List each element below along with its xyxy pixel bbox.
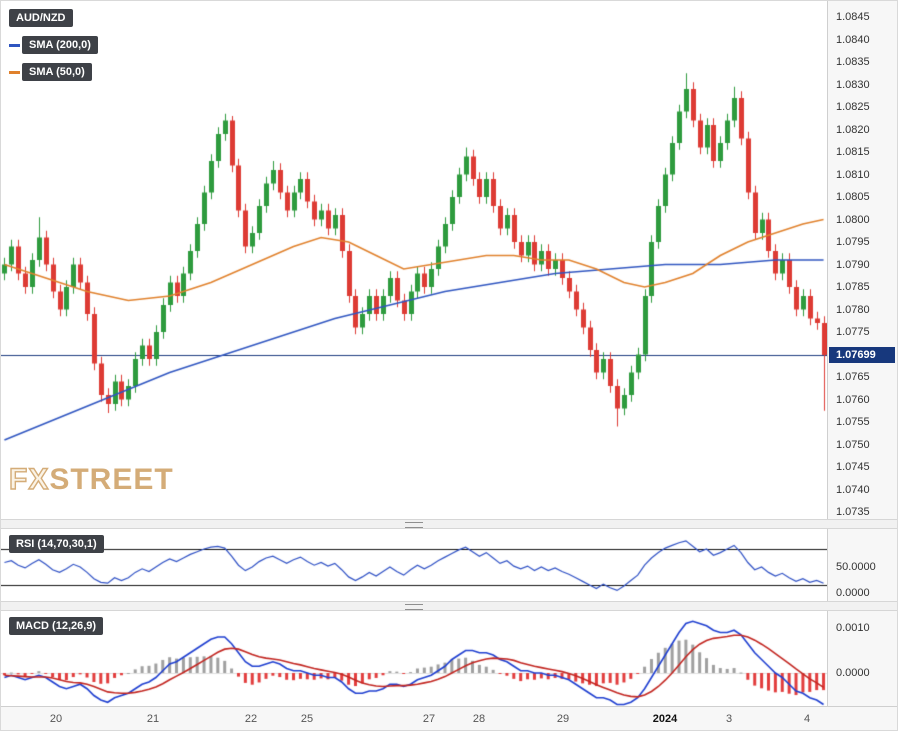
price-axis-label: 1.0825 [836,101,870,113]
rsi-canvas[interactable] [1,529,827,601]
price-axis-label: 1.0745 [836,461,870,473]
rsi-panel: RSI (14,70,30,1) 50.0000 0.0000 [1,529,897,601]
time-axis[interactable]: 20 21 22 25 27 28 29 2024 3 4 [1,706,897,730]
time-axis-label: 29 [556,713,570,725]
last-price-badge: 1.07699 [829,347,895,363]
rsi-badge[interactable]: RSI (14,70,30,1) [9,535,104,553]
price-axis-label: 1.0775 [836,326,870,338]
rsi-legend: RSI (14,70,30,1) [9,534,104,553]
price-axis-labels: 1.0845 1.0840 1.0835 1.0830 1.0825 1.0820 1.08… [828,11,897,518]
price-axis-label: 1.0780 [836,303,870,316]
price-axis-label: 1.0805 [836,191,870,203]
macd-badge[interactable]: MACD (12,26,9) [9,617,104,635]
watermark-fx: FX [8,462,50,496]
legend-row-sma50: SMA (50,0) [9,63,98,81]
time-axis-label: 20 [49,713,63,725]
resize-grip-icon[interactable] [405,604,423,610]
price-axis-label: 1.0740 [836,483,870,496]
rsi-axis-label-mid: 50.0000 [836,561,876,573]
time-axis-label: 27 [422,713,436,725]
price-axis-label: 1.0845 [836,11,870,23]
price-axis-label: 1.0755 [836,416,870,428]
price-axis-label: 1.0750 [836,438,870,451]
price-axis-label: 1.0835 [836,56,870,68]
price-chart-canvas[interactable] [1,1,827,519]
rsi-axis-label-zero: 0.0000 [836,587,870,599]
time-axis-label: 2024 [652,713,678,725]
price-axis-label: 1.0800 [836,213,870,226]
time-axis-label: 28 [472,713,486,725]
symbol-badge[interactable]: AUD/NZD [9,9,73,27]
sma200-badge[interactable]: SMA (200,0) [22,36,98,54]
price-axis-label: 1.0765 [836,371,870,383]
time-axis-label: 22 [244,713,258,725]
legend-row-symbol: AUD/NZD [9,9,98,27]
price-axis-label: 1.0760 [836,393,870,406]
macd-legend: MACD (12,26,9) [9,616,104,635]
legend-row-sma200: SMA (200,0) [9,36,98,54]
sma50-badge[interactable]: SMA (50,0) [22,63,92,81]
fxstreet-watermark: FXSTREET [8,462,174,497]
price-axis-label: 1.0790 [836,258,870,271]
time-axis-label: 25 [300,713,314,725]
time-axis-label: 21 [146,713,160,725]
macd-canvas[interactable] [1,611,827,706]
chart-legend: AUD/NZD SMA (200,0) SMA (50,0) [9,9,98,90]
price-axis-label: 1.0830 [836,78,870,91]
panel-divider[interactable] [1,519,897,529]
price-axis[interactable]: 1.0845 1.0840 1.0835 1.0830 1.0825 1.0820 1.08… [827,1,897,519]
macd-panel: MACD (12,26,9) 0.0010 0.0000 [1,611,897,706]
price-axis-label: 1.0815 [836,146,870,158]
panel-divider[interactable] [1,601,897,611]
macd-axis[interactable]: 0.0010 0.0000 [827,611,897,706]
macd-axis-label-high: 0.0010 [836,622,870,634]
price-axis-label: 1.0785 [836,281,870,293]
sma50-color-swatch [9,70,20,74]
resize-grip-icon[interactable] [405,522,423,528]
macd-axis-label-zero: 0.0000 [836,667,870,679]
price-axis-label: 1.0795 [836,236,870,248]
watermark-street: STREET [49,463,174,496]
price-axis-label: 1.0810 [836,168,870,181]
main-chart-panel: AUD/NZD SMA (200,0) SMA (50,0) FXSTREET … [1,1,897,519]
time-axis-label: 3 [725,713,733,725]
time-axis-label: 4 [803,713,811,725]
price-axis-label: 1.0735 [836,506,870,518]
rsi-axis[interactable]: 50.0000 0.0000 [827,529,897,601]
price-axis-label: 1.0820 [836,123,870,136]
sma200-color-swatch [9,43,20,47]
price-axis-label: 1.0840 [836,33,870,46]
